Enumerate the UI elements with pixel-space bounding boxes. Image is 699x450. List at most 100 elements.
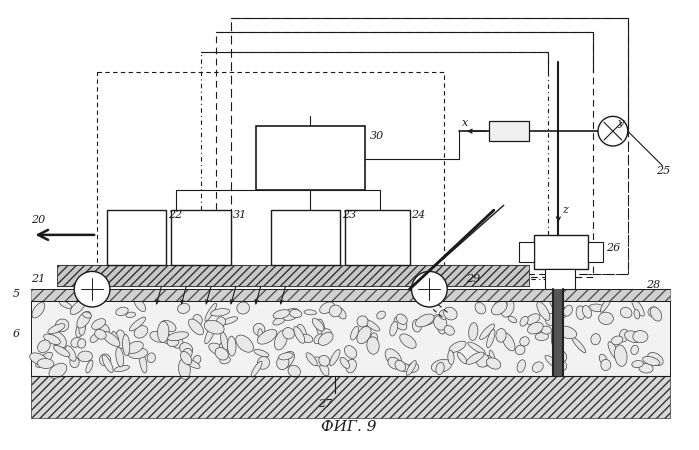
Ellipse shape [90, 334, 99, 342]
Ellipse shape [178, 303, 190, 314]
Ellipse shape [395, 360, 405, 371]
Bar [97, 72, 445, 279]
Ellipse shape [36, 352, 52, 367]
Bar [588, 242, 603, 261]
Ellipse shape [406, 360, 416, 375]
Ellipse shape [400, 334, 416, 348]
Ellipse shape [433, 316, 447, 330]
Ellipse shape [556, 360, 567, 370]
Bar [31, 376, 670, 418]
Ellipse shape [140, 353, 147, 373]
Bar [489, 122, 528, 141]
Bar [256, 126, 365, 190]
Ellipse shape [167, 332, 189, 341]
Text: 21: 21 [31, 274, 45, 284]
Ellipse shape [282, 308, 299, 320]
Ellipse shape [449, 341, 466, 352]
Ellipse shape [394, 317, 407, 330]
Bar [201, 52, 549, 279]
Text: y: y [618, 118, 624, 128]
Text: 22: 22 [168, 210, 182, 220]
Ellipse shape [157, 321, 169, 342]
Ellipse shape [221, 332, 228, 350]
Circle shape [412, 271, 447, 307]
Ellipse shape [557, 326, 577, 338]
Ellipse shape [150, 331, 166, 342]
Ellipse shape [227, 336, 236, 356]
Ellipse shape [469, 323, 478, 341]
Ellipse shape [533, 362, 543, 372]
Ellipse shape [134, 326, 147, 338]
Ellipse shape [79, 321, 85, 335]
Bar [554, 289, 563, 376]
Ellipse shape [257, 356, 270, 369]
Ellipse shape [38, 340, 50, 353]
Circle shape [74, 271, 110, 307]
Ellipse shape [59, 301, 72, 308]
Ellipse shape [126, 312, 136, 318]
Bar [216, 32, 593, 277]
Ellipse shape [99, 324, 109, 334]
Text: x: x [462, 118, 468, 128]
Ellipse shape [528, 322, 543, 334]
Ellipse shape [122, 334, 130, 356]
Bar [31, 301, 670, 376]
Ellipse shape [563, 305, 572, 316]
Ellipse shape [43, 334, 60, 345]
Ellipse shape [115, 330, 126, 348]
Ellipse shape [634, 310, 640, 319]
Ellipse shape [598, 312, 613, 324]
Circle shape [598, 117, 628, 146]
Ellipse shape [129, 348, 147, 359]
Ellipse shape [71, 301, 85, 315]
Ellipse shape [251, 361, 262, 377]
Ellipse shape [502, 333, 515, 351]
Ellipse shape [312, 357, 324, 366]
Ellipse shape [205, 303, 217, 321]
Ellipse shape [537, 302, 550, 320]
Ellipse shape [161, 330, 171, 343]
Ellipse shape [219, 356, 231, 364]
Text: z: z [562, 205, 568, 215]
Bar [231, 18, 628, 274]
Ellipse shape [388, 357, 401, 369]
Ellipse shape [289, 310, 302, 318]
Ellipse shape [32, 302, 45, 318]
Ellipse shape [288, 365, 301, 377]
Ellipse shape [116, 307, 128, 315]
Ellipse shape [631, 345, 638, 355]
Ellipse shape [210, 309, 229, 316]
Ellipse shape [319, 356, 330, 366]
Ellipse shape [279, 351, 294, 369]
Ellipse shape [520, 316, 528, 326]
Ellipse shape [491, 301, 507, 315]
Ellipse shape [329, 305, 342, 317]
Ellipse shape [92, 319, 106, 329]
Ellipse shape [336, 307, 346, 319]
Ellipse shape [86, 360, 93, 373]
Ellipse shape [493, 299, 507, 313]
Ellipse shape [257, 329, 277, 344]
Ellipse shape [541, 326, 552, 334]
Ellipse shape [619, 329, 628, 342]
Ellipse shape [556, 350, 567, 361]
Ellipse shape [390, 321, 398, 336]
Ellipse shape [496, 328, 506, 342]
Ellipse shape [178, 358, 190, 379]
Ellipse shape [114, 365, 129, 372]
Ellipse shape [526, 314, 540, 324]
Ellipse shape [222, 317, 238, 324]
Ellipse shape [37, 359, 54, 369]
Ellipse shape [112, 331, 119, 344]
Text: 27: 27 [318, 399, 333, 409]
Ellipse shape [487, 329, 495, 348]
Text: ФИГ. 9: ФИГ. 9 [322, 420, 377, 434]
Ellipse shape [49, 363, 67, 378]
Ellipse shape [476, 354, 489, 367]
Ellipse shape [319, 360, 329, 376]
Ellipse shape [54, 346, 70, 357]
Ellipse shape [294, 327, 305, 343]
Ellipse shape [71, 338, 82, 347]
Ellipse shape [535, 333, 549, 341]
Ellipse shape [193, 356, 201, 364]
